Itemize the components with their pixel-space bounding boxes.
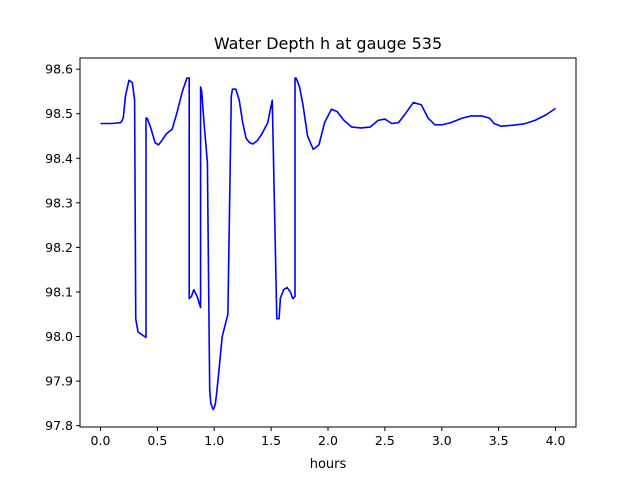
x-axis-label: hours [310,457,347,472]
x-tick-label: 1.5 [261,433,281,448]
y-tick-label: 98.2 [45,240,73,255]
y-axis: 97.8 97.9 98.0 98.1 98.2 98.3 98.4 98.5 98.6 [45,62,80,433]
y-tick-label: 98.4 [45,151,73,166]
y-tick-label: 98.3 [45,195,73,210]
y-tick-label: 97.8 [45,418,73,433]
plot-area [79,57,577,428]
y-tick-label: 98.6 [45,62,73,77]
x-axis: 0.0 0.5 1.0 1.5 2.0 2.5 3.0 3.5 4.0 [91,427,566,448]
x-tick-label: 3.0 [432,433,452,448]
x-tick-label: 2.5 [375,433,395,448]
y-tick-label: 97.9 [45,374,73,389]
y-tick-label: 98.5 [45,106,73,121]
chart-title: Water Depth h at gauge 535 [214,34,442,53]
x-tick-label: 2.0 [318,433,338,448]
x-tick-label: 4.0 [546,433,566,448]
x-tick-label: 1.0 [204,433,224,448]
x-tick-label: 3.5 [489,433,509,448]
y-tick-label: 98.1 [45,284,73,299]
y-tick-label: 98.0 [45,329,73,344]
series-line [100,77,556,411]
x-tick-label: 0.0 [91,433,111,448]
x-tick-label: 0.5 [147,433,167,448]
